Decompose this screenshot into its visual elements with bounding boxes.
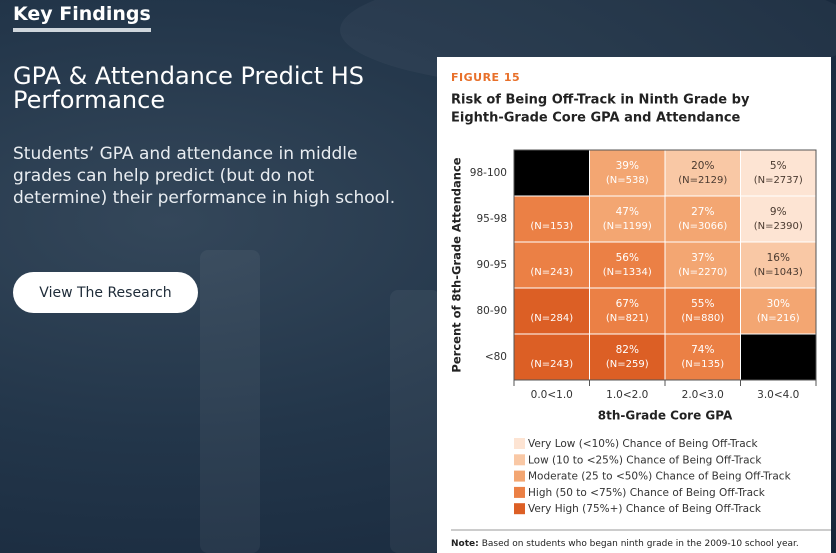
x-tick-label: 1.0<2.0 <box>606 389 648 401</box>
heatmap-cell <box>664 333 741 381</box>
legend-label: High (50 to <75%) Chance of Being Off-Tr… <box>528 487 766 499</box>
legend-swatch <box>514 503 525 515</box>
x-tick-label: 0.0<1.0 <box>531 389 573 401</box>
heatmap-cell <box>740 241 817 289</box>
no-data-cell <box>740 333 817 381</box>
kicker: Key Findings <box>13 3 151 32</box>
figure-panel: FIGURE 15 Risk of Being Off-Track in Nint… <box>437 57 831 553</box>
heatmap-cell <box>740 287 817 335</box>
cell-value-label: 16% <box>767 252 790 264</box>
legend-label: Low (10 to <25%) Chance of Being Off-Tra… <box>528 454 762 466</box>
legend-swatch <box>514 454 525 466</box>
cell-n-label: (N=538) <box>606 175 649 186</box>
legend-label: Very High (75%+) Chance of Being Off-Tra… <box>528 503 762 515</box>
cell-n-label: (N=2737) <box>754 175 803 186</box>
cell-n-label: (N=243) <box>530 359 573 370</box>
view-research-button[interactable]: View The Research <box>13 272 198 313</box>
cell-value-label: 56% <box>616 252 639 264</box>
heatmap-cell <box>589 149 666 197</box>
cell-value-label: 67% <box>616 298 639 310</box>
cell-n-label: (N=3066) <box>678 221 727 232</box>
x-tick-label: 3.0<4.0 <box>757 389 799 401</box>
no-data-cell <box>513 149 590 197</box>
cell-n-label: (N=284) <box>530 313 573 324</box>
heatmap-cell <box>589 195 666 243</box>
cell-n-label: (N=153) <box>530 221 573 232</box>
heatmap-chart: FIGURE 15 Risk of Being Off-Track in Nint… <box>450 71 831 549</box>
figure-label: FIGURE 15 <box>451 71 520 84</box>
lede: Students’ GPA and attendance in middle g… <box>13 144 396 208</box>
cell-n-label: (N=243) <box>530 267 573 278</box>
chart-title: Eighth-Grade Core GPA and Attendance <box>451 111 741 126</box>
cell-value-label: 9% <box>770 206 787 218</box>
heatmap-cell <box>513 195 590 243</box>
cell-n-label: (N=821) <box>606 313 649 324</box>
cell-n-label: (N=259) <box>606 359 649 370</box>
x-axis-title: 8th-Grade Core GPA <box>598 409 733 423</box>
legend-label: Very Low (<10%) Chance of Being Off-Trac… <box>528 438 758 450</box>
heatmap-cell <box>589 241 666 289</box>
y-tick-label: 95-98 <box>476 213 507 225</box>
heatmap-cell <box>589 333 666 381</box>
note: Note: Based on students who began ninth g… <box>451 539 799 549</box>
legend-swatch <box>514 438 525 449</box>
cell-n-label: (N=1043) <box>754 267 803 278</box>
cell-value-label: 37% <box>691 252 714 264</box>
note-text: Based on students who began ninth grade … <box>482 539 799 549</box>
heatmap-cell <box>664 149 741 197</box>
cell-value-label: 20% <box>691 160 714 172</box>
headline: GPA & Attendance Predict HS Performance <box>13 62 365 114</box>
y-axis-title: Percent of 8th-Grade Attendance <box>450 157 464 372</box>
heatmap-cell <box>513 333 590 381</box>
cell-value-label: 27% <box>691 206 714 218</box>
note-label: Note: <box>451 539 479 549</box>
cell-n-label: (N=135) <box>681 359 724 370</box>
cell-n-label: (N=1334) <box>603 267 652 278</box>
cell-value-label: 82% <box>616 344 639 356</box>
cell-n-label: (N=1199) <box>603 221 652 232</box>
cell-value-label: 30% <box>767 298 790 310</box>
cell-n-label: (N=216) <box>757 313 800 324</box>
cell-n-label: (N=2390) <box>754 221 803 232</box>
heatmap-cell <box>664 287 741 335</box>
heatmap-cell <box>664 241 741 289</box>
y-tick-label: 98-100 <box>470 167 507 179</box>
cell-value-label: 55% <box>691 298 714 310</box>
heatmap-cell <box>513 241 590 289</box>
cell-value-label: 39% <box>616 160 639 172</box>
legend-swatch <box>514 486 525 498</box>
y-tick-label: 80-90 <box>476 305 507 317</box>
cell-value-label: 74% <box>691 344 714 356</box>
cell-n-label: (N=2270) <box>678 267 727 278</box>
y-tick-label: <80 <box>485 351 507 363</box>
heatmap-cell <box>740 149 817 197</box>
heatmap-cell <box>664 195 741 243</box>
heatmap-cell <box>740 195 817 243</box>
cell-value-label: 5% <box>770 160 787 172</box>
legend-swatch <box>514 470 525 482</box>
y-tick-label: 90-95 <box>476 259 507 271</box>
heatmap-cell <box>513 287 590 335</box>
cell-n-label: (N=2129) <box>678 175 727 186</box>
legend-label: Moderate (25 to <50%) Chance of Being Of… <box>528 471 792 483</box>
chart-title: Risk of Being Off-Track in Ninth Grade b… <box>451 93 750 108</box>
cell-n-label: (N=880) <box>681 313 724 324</box>
x-tick-label: 2.0<3.0 <box>682 389 724 401</box>
heatmap-cell <box>589 287 666 335</box>
cell-value-label: 47% <box>616 206 639 218</box>
